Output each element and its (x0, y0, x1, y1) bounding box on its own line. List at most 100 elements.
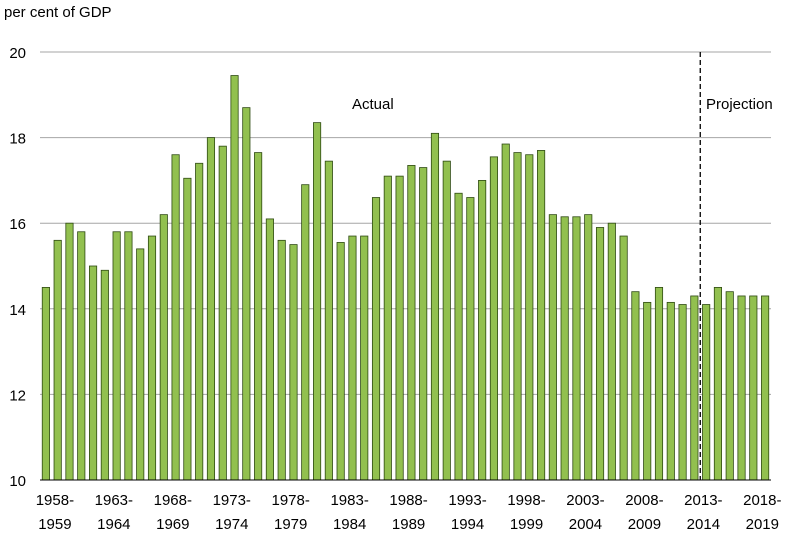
x-tick-label: 1978- (272, 492, 310, 509)
bar (572, 216, 581, 481)
y-tick-label: 16 (9, 216, 26, 233)
bars (41, 75, 770, 481)
bar (360, 235, 369, 481)
bar (513, 152, 522, 481)
y-tick-label: 10 (9, 473, 26, 490)
x-tick-label: 1968- (154, 492, 192, 509)
x-tick-label: 1984 (333, 516, 366, 533)
bar (395, 175, 404, 481)
bar (277, 239, 286, 481)
bar (548, 214, 557, 481)
bar (242, 107, 251, 481)
bar (713, 286, 722, 481)
x-tick-label: 1963- (95, 492, 133, 509)
bar (761, 295, 770, 481)
bar (53, 239, 62, 481)
x-tick-label: 1969 (156, 516, 189, 533)
bar (371, 197, 381, 481)
bar (737, 295, 746, 481)
bar (112, 231, 121, 481)
x-tick-label: 1994 (451, 516, 484, 533)
x-tick-label: 2009 (628, 516, 661, 533)
x-tick-label: 2004 (569, 516, 602, 533)
x-tick-label: 1999 (510, 516, 543, 533)
bar (430, 132, 440, 481)
bar (254, 152, 263, 481)
bar (65, 222, 74, 481)
bar (171, 154, 180, 481)
bar (584, 214, 593, 481)
annotation-projection: Projection (706, 96, 773, 113)
x-tick-label: 1959 (38, 516, 71, 533)
bar (595, 227, 605, 481)
bar (631, 291, 640, 481)
x-tick-label: 1979 (274, 516, 307, 533)
bar (537, 150, 546, 481)
annotation-actual: Actual (352, 96, 394, 113)
bar (619, 235, 628, 481)
x-tick-label: 2014 (687, 516, 720, 533)
bar (313, 122, 322, 481)
bar (607, 222, 616, 481)
x-tick-label: 1958- (36, 492, 74, 509)
bar (501, 143, 510, 481)
bar (442, 160, 451, 481)
bar (77, 231, 86, 481)
bar (407, 165, 416, 481)
bar (218, 145, 227, 481)
bar (383, 175, 392, 481)
bar (666, 301, 675, 481)
x-tick-label: 1973- (213, 492, 251, 509)
bar (454, 192, 463, 481)
bar (654, 286, 664, 481)
bar (159, 214, 168, 481)
bar (702, 304, 711, 481)
x-tick-label: 2008- (625, 492, 663, 509)
y-axis-title: per cent of GDP (4, 4, 112, 21)
bar (89, 265, 98, 481)
y-tick-label: 20 (9, 45, 26, 62)
bar (525, 154, 534, 481)
y-tick-label: 18 (9, 131, 26, 148)
x-tick-label: 1983- (330, 492, 368, 509)
bar (466, 197, 475, 481)
bar (136, 248, 145, 481)
bar (478, 179, 487, 481)
bar (489, 156, 498, 481)
x-tick-label: 1998- (507, 492, 545, 509)
bar (289, 244, 298, 481)
bar (124, 231, 133, 481)
bar (749, 295, 758, 481)
bar (195, 162, 204, 481)
y-tick-label: 12 (9, 387, 26, 404)
x-tick-label: 1988- (389, 492, 427, 509)
bar (147, 235, 157, 481)
x-tick-label: 1974 (215, 516, 248, 533)
x-tick-label: 2019 (746, 516, 779, 533)
bar (230, 75, 239, 481)
x-tick-label: 1993- (448, 492, 486, 509)
bar (725, 291, 734, 481)
tick-labels: 10 12 14 16 18 20 1958- 1959 1963- 1964 1968- 1969 1… (9, 45, 781, 533)
x-tick-label: 2013- (684, 492, 722, 509)
axes (40, 52, 771, 481)
x-tick-label: 1989 (392, 516, 425, 533)
x-tick-label: 2003- (566, 492, 604, 509)
bar (336, 242, 345, 481)
x-tick-label: 2018- (743, 492, 781, 509)
bar (560, 216, 569, 481)
bar (301, 184, 310, 481)
bar (348, 235, 357, 481)
bar (183, 177, 192, 481)
bar (206, 137, 216, 481)
bar (324, 160, 333, 481)
bar (41, 286, 50, 481)
bar (690, 295, 699, 481)
bar (265, 218, 274, 481)
bar (678, 304, 687, 481)
bar (419, 167, 428, 481)
bar (643, 301, 652, 481)
bar (100, 269, 109, 481)
x-tick-label: 1964 (97, 516, 130, 533)
